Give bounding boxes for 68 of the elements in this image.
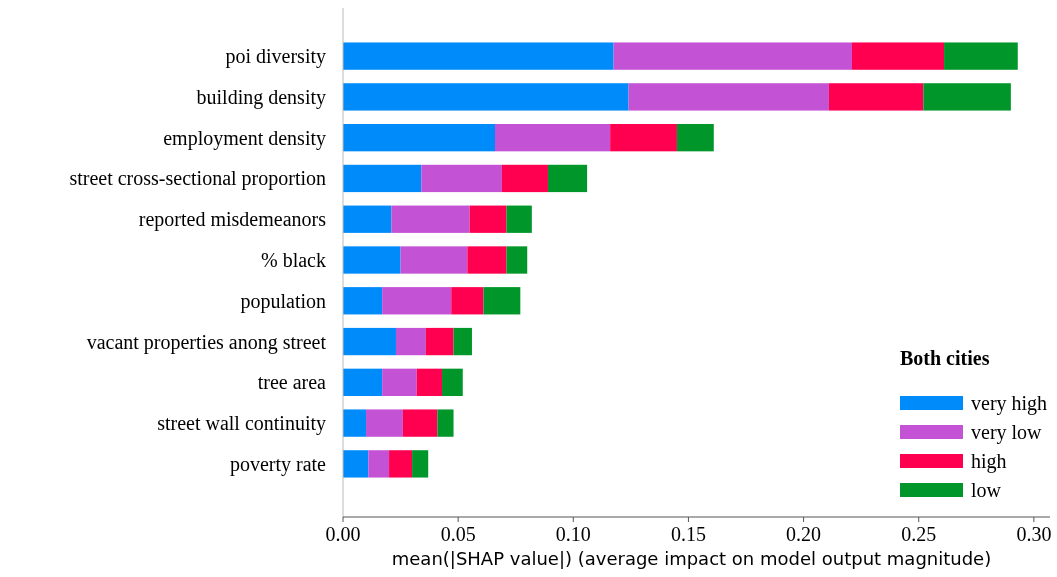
x-tick-label: 0.25	[901, 523, 937, 545]
y-tick-label: vacant properties anong street	[86, 330, 327, 354]
bar	[506, 246, 528, 274]
bar	[613, 42, 852, 70]
y-tick-label: population	[240, 289, 326, 313]
bar	[437, 409, 454, 437]
bar	[402, 409, 438, 437]
legend-label: low	[971, 479, 1002, 501]
bar	[676, 124, 714, 152]
bar	[483, 287, 521, 315]
bar	[343, 327, 396, 356]
x-tick-label: 0.10	[555, 523, 591, 545]
bar	[421, 164, 502, 193]
y-tick-label: street wall continuity	[157, 412, 326, 436]
legend-label: high	[971, 450, 1007, 473]
bar	[382, 368, 417, 396]
bar	[851, 42, 945, 70]
legend-label: very high	[971, 392, 1048, 415]
x-tick-label: 0.15	[670, 523, 706, 545]
y-tick-label: % black	[261, 249, 326, 271]
legend-label: very low	[971, 421, 1043, 444]
bar	[425, 327, 454, 356]
bar	[628, 83, 829, 111]
bar	[366, 409, 403, 437]
bar	[395, 327, 426, 356]
bar	[343, 450, 369, 478]
bar	[343, 409, 367, 437]
x-tick-label: 0.20	[786, 523, 822, 545]
bar	[368, 450, 390, 478]
bar	[610, 124, 677, 152]
legend-title: Both cities	[900, 347, 990, 369]
bar	[412, 450, 429, 478]
bar	[501, 164, 548, 193]
bar	[343, 42, 614, 70]
x-tick-label: 0.05	[440, 523, 476, 545]
bar	[469, 205, 507, 233]
bar	[442, 368, 463, 396]
bar	[506, 205, 532, 233]
bar	[343, 124, 495, 152]
bar	[400, 246, 468, 274]
bar	[547, 164, 588, 193]
bar	[944, 42, 1018, 70]
bar	[494, 124, 611, 152]
y-tick-label: building density	[196, 85, 326, 109]
bar	[453, 327, 472, 356]
y-tick-label: employment density	[163, 126, 326, 150]
bar	[343, 287, 383, 315]
bar	[416, 368, 443, 396]
y-tick-label: street cross-sectional proportion	[69, 167, 326, 191]
bar	[343, 246, 401, 274]
x-axis-title: mean(|SHAP value|) (average impact on model output magnitude)	[391, 548, 992, 569]
bar	[343, 368, 383, 396]
bar	[389, 450, 413, 478]
x-tick-label: 0.00	[325, 523, 361, 545]
bar	[923, 83, 1011, 111]
y-tick-label: tree area	[257, 371, 327, 394]
bar	[382, 287, 452, 315]
bar	[343, 205, 392, 233]
y-tick-label: poi diversity	[225, 45, 326, 69]
bar	[467, 246, 507, 274]
bar	[391, 205, 470, 233]
x-tick-label: 0.30	[1016, 523, 1052, 545]
y-tick-label: poverty rate	[229, 452, 327, 476]
bar	[451, 287, 484, 315]
bar	[343, 164, 422, 193]
y-tick-label: reported misdemeanors	[138, 208, 327, 232]
bar	[828, 83, 924, 111]
bar	[343, 83, 629, 111]
